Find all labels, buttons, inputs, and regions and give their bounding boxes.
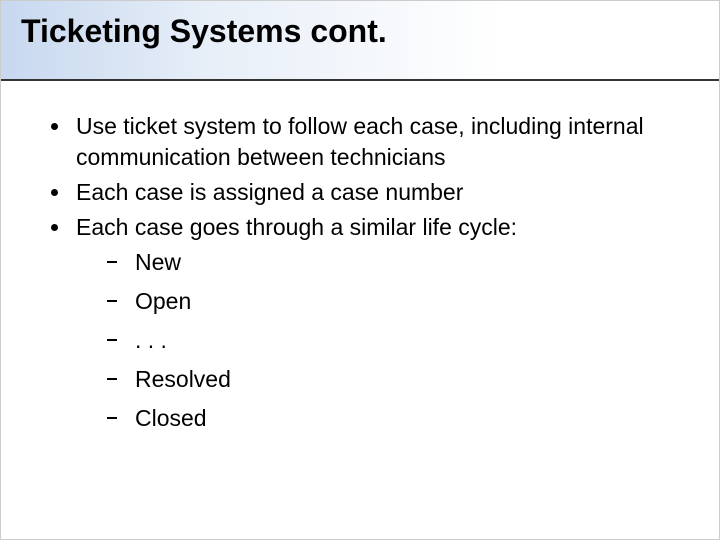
dash-icon — [107, 339, 117, 341]
dash-icon — [107, 417, 117, 419]
sub-bullet-item: . . . — [107, 325, 689, 356]
sub-bullet-item: New — [107, 247, 689, 278]
title-region: Ticketing Systems cont. — [1, 1, 719, 81]
slide: Ticketing Systems cont. Use ticket syste… — [1, 1, 719, 539]
bullet-icon — [51, 224, 58, 231]
dash-icon — [107, 261, 117, 263]
sub-bullet-item: Open — [107, 286, 689, 317]
sub-bullet-text: Open — [135, 286, 689, 317]
sub-bullet-item: Closed — [107, 403, 689, 434]
bullet-text: Use ticket system to follow each case, i… — [76, 111, 689, 173]
sub-bullet-item: Resolved — [107, 364, 689, 395]
dash-icon — [107, 300, 117, 302]
sub-bullet-list: New Open . . . Resolved Closed — [107, 247, 689, 434]
bullet-icon — [51, 189, 58, 196]
content-region: Use ticket system to follow each case, i… — [1, 81, 719, 472]
dash-icon — [107, 378, 117, 380]
bullet-text: Each case goes through a similar life cy… — [76, 212, 689, 243]
sub-bullet-text: . . . — [135, 325, 689, 356]
sub-bullet-text: New — [135, 247, 689, 278]
bullet-list: Use ticket system to follow each case, i… — [51, 111, 689, 243]
bullet-item: Each case is assigned a case number — [51, 177, 689, 208]
bullet-item: Each case goes through a similar life cy… — [51, 212, 689, 243]
sub-bullet-text: Closed — [135, 403, 689, 434]
sub-bullet-text: Resolved — [135, 364, 689, 395]
slide-title: Ticketing Systems cont. — [21, 13, 699, 50]
bullet-text: Each case is assigned a case number — [76, 177, 689, 208]
bullet-icon — [51, 123, 58, 130]
bullet-item: Use ticket system to follow each case, i… — [51, 111, 689, 173]
